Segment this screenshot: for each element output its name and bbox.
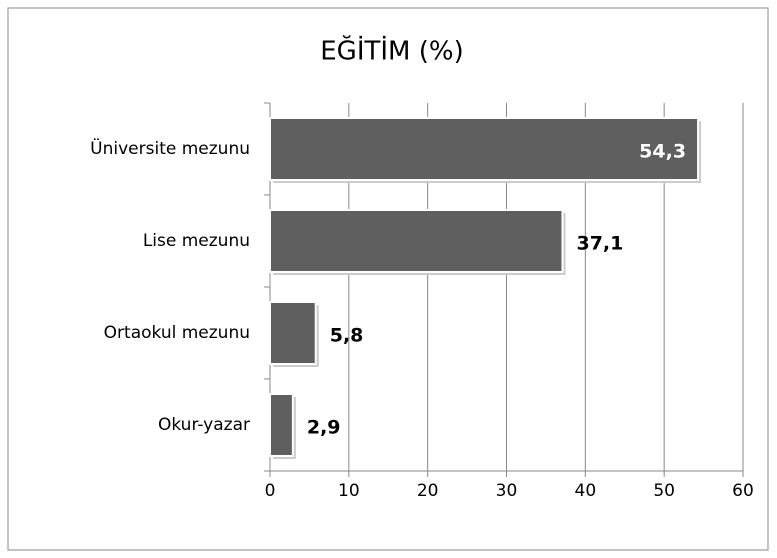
value-label: 37,1 [576, 233, 623, 255]
y-tick-label: Okur-yazar [158, 415, 250, 435]
x-tick-label: 50 [653, 481, 675, 501]
value-label: 5,8 [330, 325, 364, 347]
bar [269, 301, 317, 365]
value-label: 2,9 [307, 417, 341, 439]
x-tick-label: 60 [732, 481, 754, 501]
bar [269, 393, 294, 457]
bar [269, 209, 564, 273]
x-tick-label: 30 [496, 481, 518, 501]
y-tick-label: Ortaokul mezunu [104, 323, 250, 343]
bar [269, 117, 700, 181]
x-tick-label: 20 [417, 481, 439, 501]
x-tick-label: 10 [338, 481, 360, 501]
x-tick-label: 40 [575, 481, 597, 501]
value-label: 54,3 [639, 141, 686, 163]
x-tick-label: 0 [265, 481, 276, 501]
y-tick-label: Lise mezunu [143, 231, 250, 251]
chart-title: EĞİTİM (%) [320, 35, 463, 67]
y-tick-label: Üniversite mezunu [90, 137, 250, 159]
chart-frame [7, 7, 769, 551]
